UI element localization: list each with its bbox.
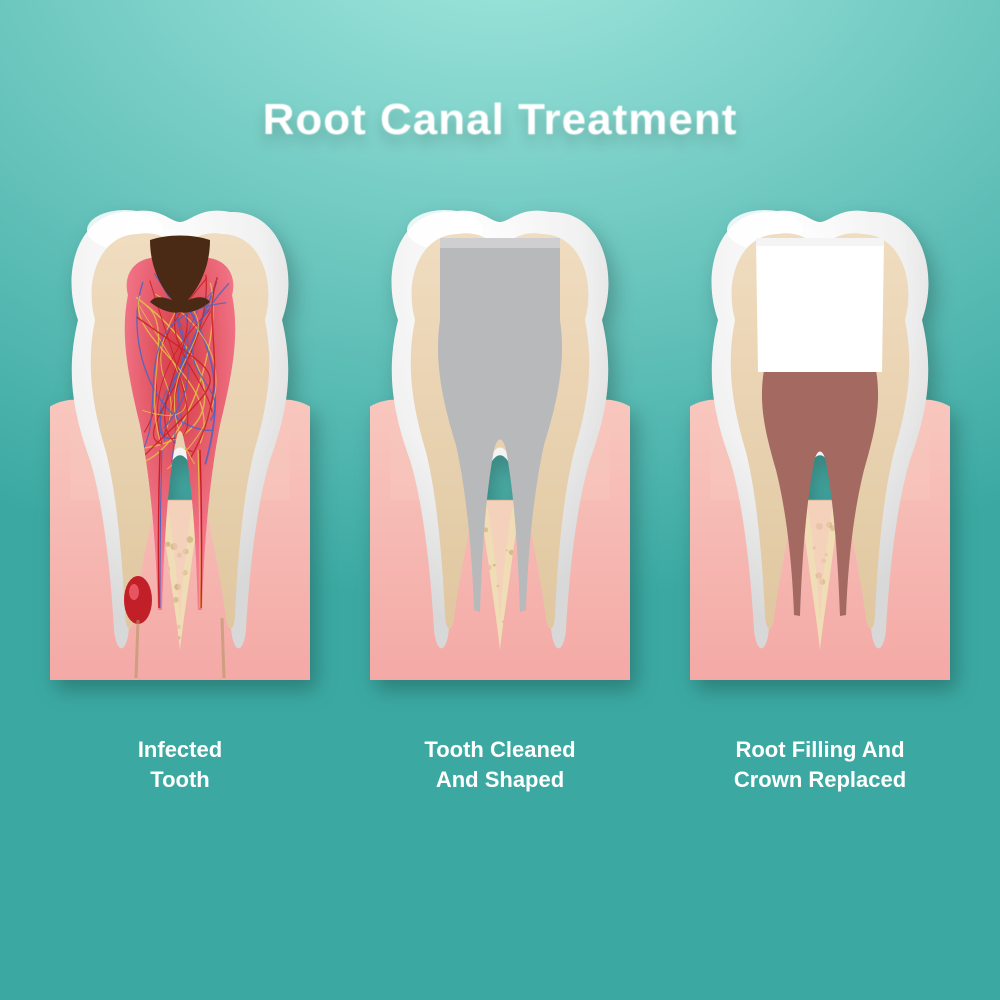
tooth-cleaned-icon [370, 200, 630, 680]
stage-caption: Infected Tooth [138, 735, 222, 794]
tooth-infected-icon [50, 200, 310, 680]
stage-caption: Tooth Cleaned And Shaped [424, 735, 575, 794]
page-title: Root Canal Treatment [0, 95, 1000, 145]
stage-infected: Infected Tooth [40, 200, 320, 794]
infographic-canvas: Root Canal Treatment [0, 0, 1000, 1000]
stages-row: Infected Tooth Tooth Cleaned And S [0, 200, 1000, 794]
stage-cleaned: Tooth Cleaned And Shaped [360, 200, 640, 794]
stage-caption: Root Filling And Crown Replaced [734, 735, 906, 794]
stage-filled: Root Filling And Crown Replaced [680, 200, 960, 794]
tooth-filled-icon [690, 200, 950, 680]
